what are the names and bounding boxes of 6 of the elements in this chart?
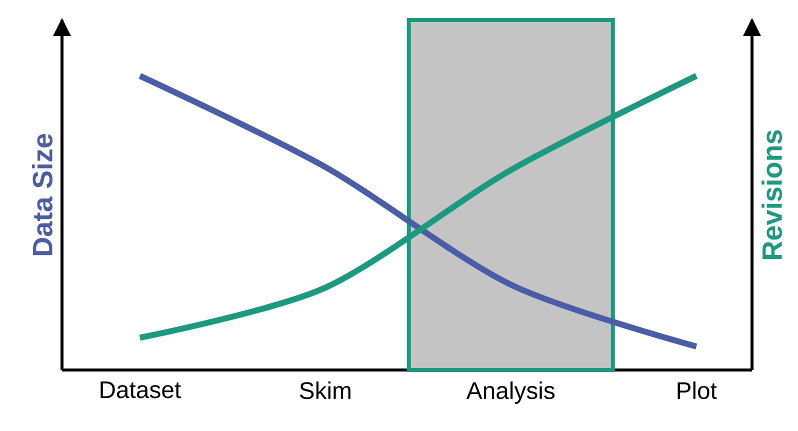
- x-tick-label: Dataset: [100, 382, 181, 398]
- y2-axis-title: Revisions: [762, 130, 782, 260]
- y-axis-title: Data Size: [32, 134, 52, 256]
- x-tick-label: Analysis: [466, 382, 555, 404]
- x-tick-label: Skim: [300, 382, 350, 400]
- x-tick-label: Plot: [678, 382, 717, 400]
